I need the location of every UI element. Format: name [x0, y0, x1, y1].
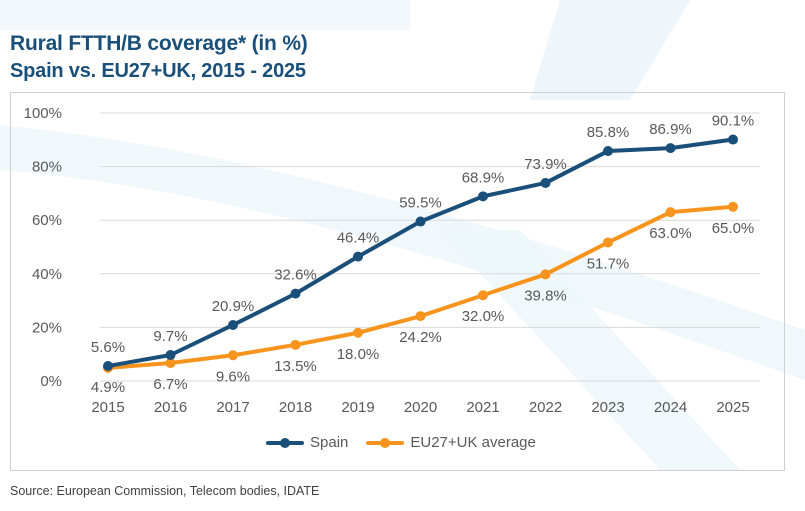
data-point [165, 350, 176, 361]
data-point [478, 191, 488, 202]
y-axis-ticks: 0% 20% 40% 60% 80% 100% [24, 105, 62, 390]
y-tick-label: 60% [32, 212, 62, 229]
data-point [165, 358, 176, 369]
data-label: 63.0% [649, 225, 692, 242]
data-label: 20.9% [212, 298, 255, 315]
series-eu [103, 201, 738, 373]
x-tick-label: 2020 [404, 399, 437, 416]
data-label: 59.5% [399, 195, 442, 212]
x-tick-label: 2019 [341, 399, 374, 416]
data-point [728, 134, 738, 145]
x-tick-label: 2025 [716, 399, 749, 416]
legend-swatch-spain-icon [266, 437, 304, 449]
data-label: 9.7% [153, 328, 187, 345]
chart-subtitle: Spain vs. EU27+UK, 2015 - 2025 [10, 60, 306, 82]
x-tick-label: 2021 [466, 399, 499, 416]
x-tick-label: 2018 [279, 399, 312, 416]
x-tick-label: 2017 [216, 399, 249, 416]
x-axis-ticks: 2015 2016 2017 2018 2019 2020 2021 2022 2023 2024… [91, 399, 749, 416]
data-point [665, 207, 676, 218]
source-note: Source: European Commission, Telecom bod… [10, 484, 320, 498]
legend-label-spain: Spain [310, 434, 349, 451]
data-label: 18.0% [337, 346, 380, 363]
y-tick-label: 40% [32, 266, 62, 283]
chart-title: Rural FTTH/B coverage* (in %) [10, 32, 308, 55]
legend-item-spain[interactable]: Spain [266, 434, 348, 451]
data-label: 90.1% [712, 113, 755, 130]
data-point [228, 350, 238, 361]
data-label: 6.7% [153, 376, 187, 393]
data-point [540, 177, 551, 188]
data-point [103, 360, 113, 371]
chart-frame [10, 92, 785, 471]
data-point [603, 146, 613, 157]
data-point [540, 269, 551, 280]
data-point [415, 216, 426, 227]
data-label: 46.4% [337, 230, 380, 247]
data-label: 65.0% [712, 220, 755, 237]
data-label: 24.2% [399, 329, 442, 346]
data-label: 68.9% [462, 169, 505, 186]
data-point [478, 290, 488, 301]
x-tick-label: 2022 [529, 399, 562, 416]
series-spain [103, 134, 738, 371]
x-tick-label: 2023 [591, 399, 624, 416]
data-label: 13.5% [274, 358, 317, 375]
data-label: 85.8% [587, 124, 630, 141]
data-label: 5.6% [91, 339, 125, 356]
data-point [290, 288, 301, 299]
data-label: 73.9% [524, 156, 567, 173]
data-label: 4.9% [91, 379, 125, 396]
data-point [728, 201, 738, 212]
y-tick-label: 0% [40, 373, 62, 390]
data-point [353, 327, 363, 338]
data-point [228, 319, 238, 330]
data-label: 9.6% [216, 368, 250, 385]
data-point [603, 237, 613, 248]
data-label: 86.9% [649, 121, 692, 138]
data-point [290, 339, 301, 350]
legend: Spain EU27+UK average [266, 434, 536, 451]
x-tick-label: 2024 [654, 399, 687, 416]
data-label: 32.0% [462, 308, 505, 325]
x-tick-label: 2015 [91, 399, 124, 416]
data-point [665, 143, 676, 154]
legend-label-eu: EU27+UK average [410, 434, 536, 451]
data-label: 39.8% [524, 287, 567, 304]
data-label: 32.6% [274, 267, 317, 284]
data-point [415, 311, 426, 322]
series [103, 134, 738, 373]
x-tick-label: 2016 [154, 399, 187, 416]
y-tick-label: 20% [32, 319, 62, 336]
legend-item-eu[interactable]: EU27+UK average [366, 434, 536, 451]
legend-swatch-eu-icon [366, 437, 405, 449]
data-labels: 5.6% 9.7% 20.9% 32.6% 46.4% 59.5% 68.9% 73.9% 85… [91, 113, 754, 396]
y-tick-label: 100% [24, 105, 62, 122]
y-tick-label: 80% [32, 159, 62, 176]
data-label: 51.7% [587, 255, 630, 272]
data-point [353, 251, 363, 262]
